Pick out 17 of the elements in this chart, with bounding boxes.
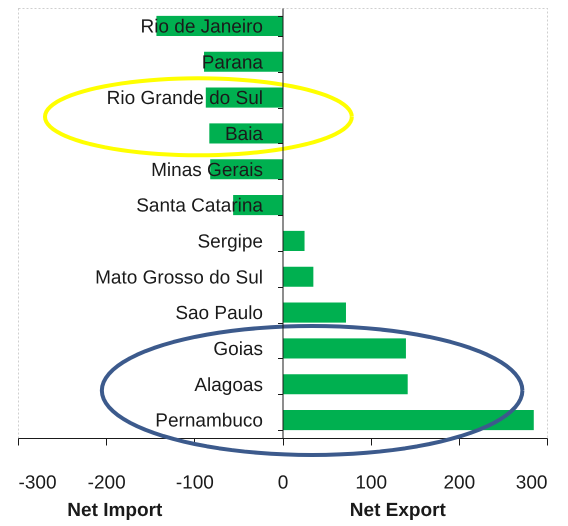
x-tick-label: -200: [88, 472, 126, 494]
y-tick-label: Alagoas: [194, 374, 263, 396]
y-tick-label: Rio Grande do Sul: [106, 88, 263, 110]
x-tick-label: 200: [443, 472, 476, 494]
y-tick-label: Sergipe: [198, 231, 263, 252]
y-tick-label: Pernambuco: [155, 410, 263, 432]
y-tick-label: Sao Paulo: [175, 303, 263, 324]
y-tick-label: Goias: [213, 338, 263, 360]
x-tick-label: 300: [516, 472, 548, 494]
x-tick-label: -300: [18, 472, 57, 494]
text: Net Export: [350, 500, 447, 521]
x-tick-label: -100: [176, 472, 214, 494]
y-tick-label: Mato Grosso do Sul: [95, 267, 263, 288]
x-tick-label: 0: [278, 472, 288, 494]
y-tick-label: Baia: [224, 124, 264, 145]
text: Net Import: [67, 500, 163, 521]
x-tick-label: 100: [355, 472, 388, 494]
